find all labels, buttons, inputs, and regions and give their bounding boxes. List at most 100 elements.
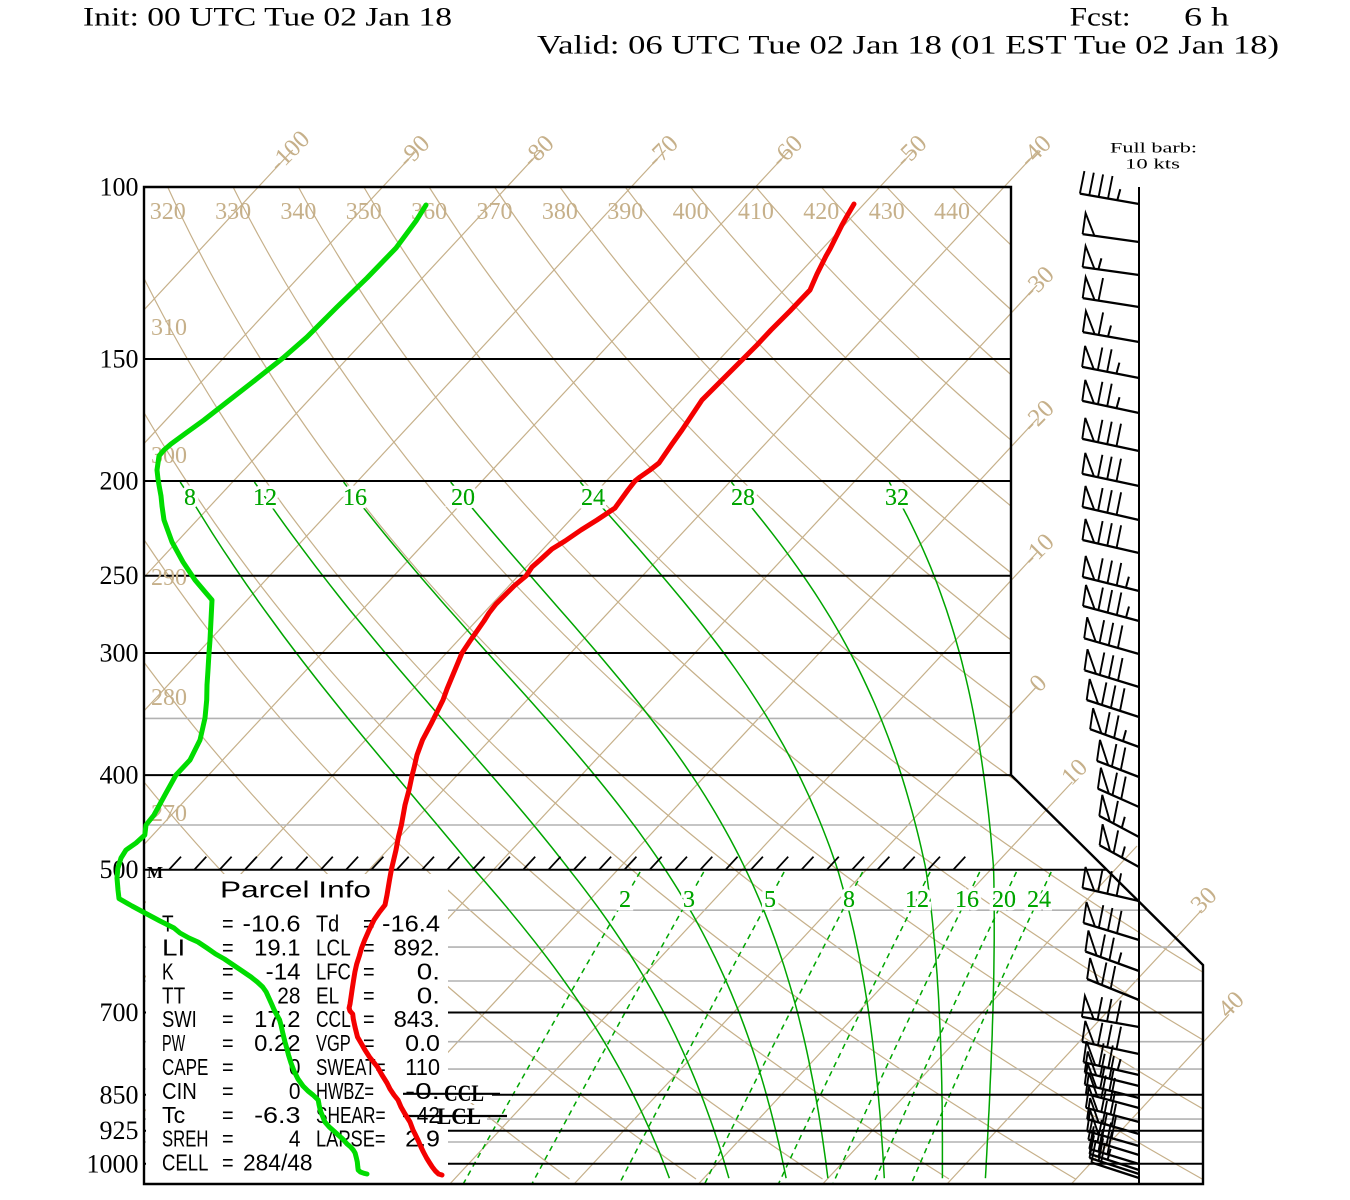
svg-text:20: 20 (992, 887, 1016, 913)
svg-text:16: 16 (343, 485, 367, 511)
svg-text:=: = (222, 935, 234, 961)
svg-text:LCL: LCL (316, 935, 351, 961)
svg-text:400: 400 (100, 761, 139, 790)
svg-text:340: 340 (280, 199, 316, 225)
svg-text:HWBZ=: HWBZ= (316, 1078, 374, 1104)
svg-text:K: K (162, 958, 174, 984)
svg-text:370: 370 (477, 199, 513, 225)
svg-text:-10.6: -10.6 (243, 911, 301, 937)
svg-text:LCL: LCL (437, 1104, 481, 1129)
svg-text:CAPE: CAPE (162, 1054, 208, 1080)
svg-text:-0.: -0. (405, 1078, 440, 1104)
svg-text:20: 20 (451, 485, 475, 511)
svg-text:=: = (222, 1006, 234, 1032)
svg-text:24: 24 (1027, 887, 1051, 913)
svg-text:28: 28 (277, 982, 300, 1008)
svg-text:20: 20 (992, 887, 1016, 913)
svg-text:110: 110 (405, 1054, 440, 1080)
svg-text:20: 20 (451, 485, 475, 511)
svg-text:SWI: SWI (162, 1006, 197, 1032)
svg-text:300: 300 (100, 639, 139, 668)
svg-text:0.: 0. (417, 982, 440, 1008)
svg-text:3: 3 (683, 887, 695, 913)
svg-text:10 kts: 10 kts (1125, 157, 1180, 173)
svg-text:24: 24 (581, 485, 605, 511)
svg-text:SREH: SREH (162, 1126, 208, 1152)
svg-text:=: = (363, 911, 375, 937)
svg-text:350: 350 (346, 199, 382, 225)
svg-text:6 h: 6 h (1184, 3, 1229, 32)
svg-text:400: 400 (673, 199, 709, 225)
svg-text:200: 200 (100, 467, 139, 496)
svg-text:8: 8 (843, 887, 855, 913)
svg-text:8: 8 (184, 485, 196, 511)
svg-text:892.: 892. (394, 935, 440, 961)
svg-text:LI: LI (162, 935, 185, 961)
svg-text:284/48: 284/48 (243, 1150, 313, 1176)
svg-text:380: 380 (542, 199, 578, 225)
svg-text:0: 0 (289, 1078, 301, 1104)
svg-text:0.0: 0.0 (405, 1030, 440, 1056)
svg-text:5: 5 (764, 887, 776, 913)
svg-text:Valid: 06 UTC Tue 02 Jan 18 (0: Valid: 06 UTC Tue 02 Jan 18 (01 EST Tue … (537, 31, 1279, 60)
svg-text:700: 700 (100, 998, 139, 1027)
svg-text:850: 850 (100, 1080, 139, 1109)
svg-text:0.: 0. (417, 958, 440, 984)
svg-text:250: 250 (100, 561, 139, 590)
svg-text:Parcel Info: Parcel Info (220, 877, 371, 903)
svg-text:28: 28 (731, 485, 755, 511)
svg-text:CELL: CELL (162, 1150, 208, 1176)
svg-text:12: 12 (905, 887, 929, 913)
svg-text:-14: -14 (266, 958, 301, 984)
svg-text:320: 320 (150, 199, 186, 225)
svg-text:420: 420 (803, 199, 839, 225)
svg-text:Init: 00 UTC Tue 02 Jan 18: Init: 00 UTC Tue 02 Jan 18 (83, 3, 452, 32)
svg-text:12: 12 (253, 485, 277, 511)
svg-text:=: = (222, 1150, 234, 1176)
svg-text:16: 16 (955, 887, 979, 913)
svg-text:=: = (222, 911, 234, 937)
svg-text:32: 32 (885, 485, 909, 511)
svg-text:=: = (222, 1126, 234, 1152)
svg-text:16: 16 (343, 485, 367, 511)
svg-text:=: = (363, 1030, 375, 1056)
svg-text:=: = (363, 935, 375, 961)
svg-text:Td: Td (316, 911, 339, 937)
svg-text:VGP: VGP (316, 1030, 351, 1056)
svg-text:12: 12 (253, 485, 277, 511)
svg-text:-6.3: -6.3 (254, 1102, 300, 1128)
svg-text:100: 100 (100, 173, 139, 202)
svg-text:4: 4 (289, 1126, 301, 1152)
svg-text:150: 150 (100, 345, 139, 374)
svg-text:19.1: 19.1 (254, 935, 300, 961)
svg-text:410: 410 (738, 199, 774, 225)
svg-text:1000: 1000 (87, 1149, 139, 1178)
svg-text:LFC: LFC (316, 958, 351, 984)
svg-text:2: 2 (619, 887, 631, 913)
svg-text:8: 8 (184, 485, 196, 511)
svg-text:42: 42 (417, 1102, 440, 1128)
svg-text:=: = (363, 1006, 375, 1032)
svg-text:=: = (222, 982, 234, 1008)
svg-text:=: = (222, 1102, 234, 1128)
svg-text:=: = (222, 1030, 234, 1056)
svg-text:925: 925 (100, 1116, 139, 1145)
svg-text:310: 310 (151, 315, 187, 341)
svg-text:24: 24 (1027, 887, 1051, 913)
svg-text:2: 2 (619, 887, 631, 913)
svg-text:CCL: CCL (316, 1006, 351, 1032)
svg-text:290: 290 (151, 565, 187, 591)
svg-text:28: 28 (731, 485, 755, 511)
svg-text:280: 280 (151, 685, 187, 711)
svg-text:Fcst:: Fcst: (1070, 3, 1131, 32)
svg-text:0.22: 0.22 (254, 1030, 300, 1056)
svg-text:16: 16 (955, 887, 979, 913)
svg-text:=: = (363, 958, 375, 984)
svg-text:=: = (222, 958, 234, 984)
svg-text:EL: EL (316, 982, 339, 1008)
svg-text:3: 3 (683, 887, 695, 913)
svg-text:Full barb:: Full barb: (1110, 141, 1197, 157)
svg-text:843.: 843. (394, 1006, 440, 1032)
svg-text:TT: TT (162, 982, 185, 1008)
svg-text:=: = (222, 1078, 234, 1104)
